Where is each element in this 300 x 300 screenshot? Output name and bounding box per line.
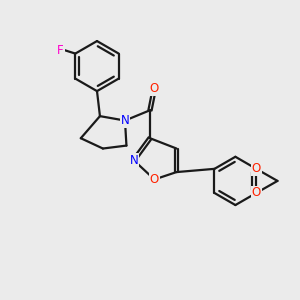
Text: N: N	[121, 114, 129, 127]
Text: N: N	[129, 154, 138, 167]
Text: O: O	[252, 187, 261, 200]
Text: O: O	[252, 162, 261, 175]
Text: F: F	[57, 44, 64, 56]
Text: O: O	[150, 173, 159, 186]
Text: O: O	[150, 82, 159, 95]
